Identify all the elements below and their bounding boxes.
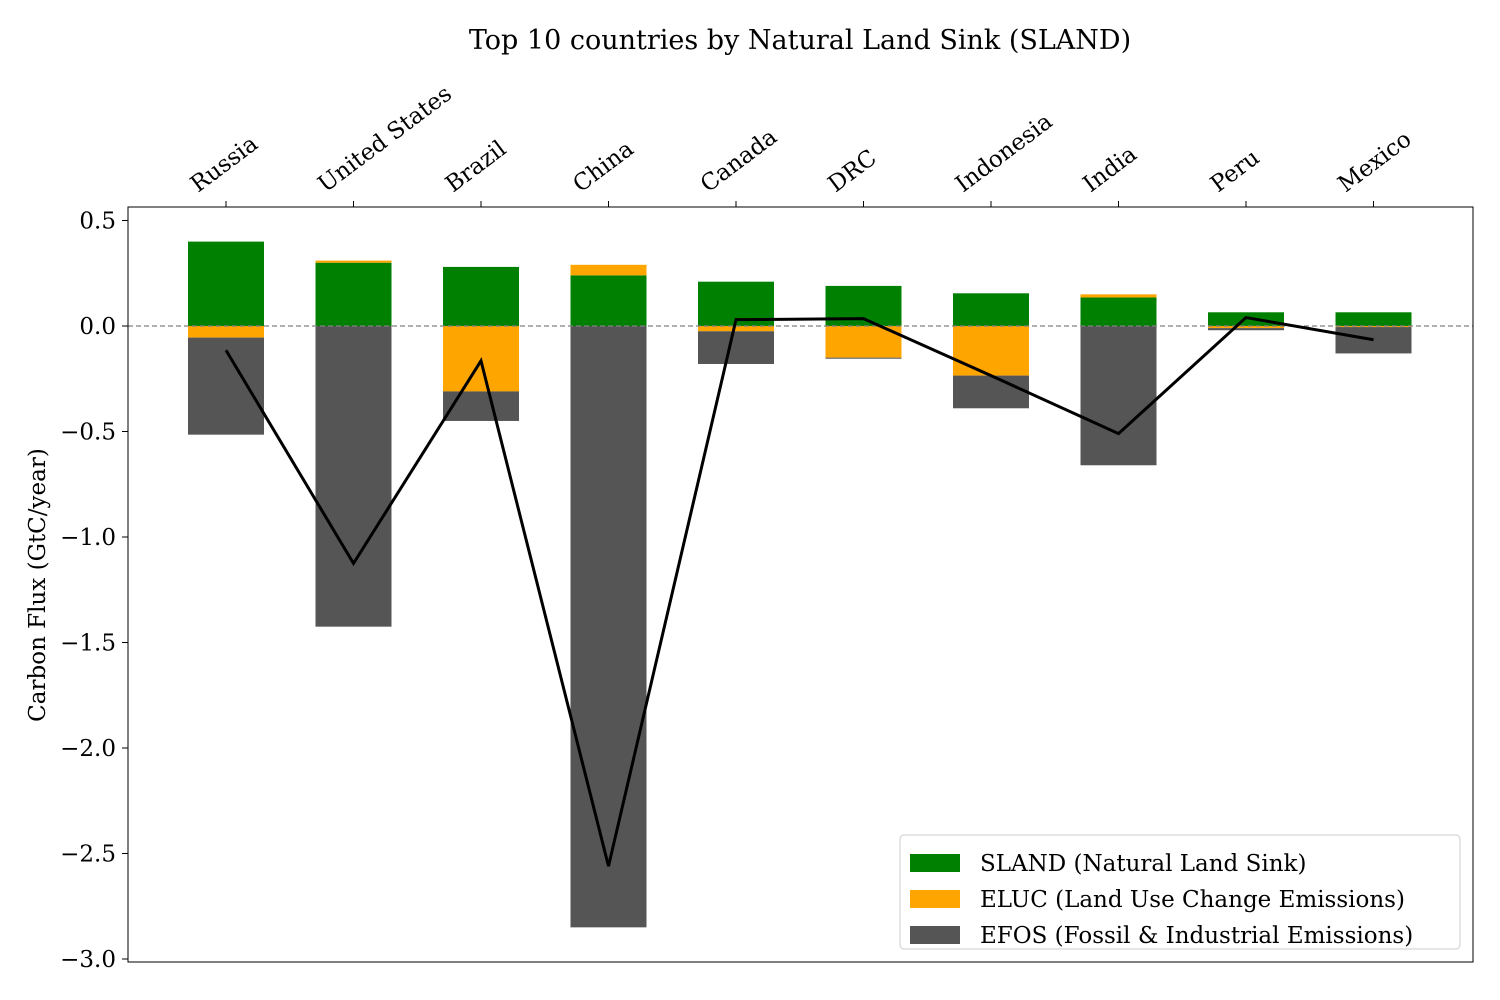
bar-sland-7 <box>1080 297 1157 326</box>
bar-eluc-4 <box>698 326 774 332</box>
y-tick-label: 0.0 <box>79 314 116 340</box>
bar-efos-5 <box>825 357 902 359</box>
y-tick-label: −2.0 <box>60 736 116 762</box>
x-tick-label: Indonesia <box>951 108 1058 197</box>
bar-sland-1 <box>315 262 392 326</box>
y-tick-label: −0.5 <box>60 420 116 446</box>
y-axis-label: Carbon Flux (GtC/year) <box>25 448 51 722</box>
bar-sland-0 <box>188 241 264 326</box>
bar-efos-9 <box>1335 327 1412 354</box>
x-tick-label: Mexico <box>1333 126 1416 197</box>
bar-sland-3 <box>570 275 647 326</box>
net-line <box>224 315 1374 867</box>
x-tick-label: Russia <box>186 131 263 198</box>
bar-eluc-9 <box>1335 326 1412 328</box>
y-tick-label: −1.0 <box>60 525 116 551</box>
bar-efos-8 <box>1208 328 1284 331</box>
legend-swatch-2 <box>910 926 960 944</box>
bar-efos-4 <box>698 331 774 364</box>
bar-efos-2 <box>443 391 519 421</box>
legend-box <box>899 834 1461 950</box>
bar-eluc-1 <box>315 260 392 263</box>
y-tick-label: −2.5 <box>60 842 116 868</box>
x-tick-label: Canada <box>696 124 782 198</box>
x-tick-label: United States <box>313 81 456 198</box>
legend-swatch-0 <box>910 854 960 872</box>
y-tick-label: −3.0 <box>60 947 116 973</box>
legend-label-0: SLAND (Natural Land Sink) <box>980 851 1306 877</box>
chart-title: Top 10 countries by Natural Land Sink (S… <box>469 25 1131 56</box>
bar-eluc-8 <box>1208 326 1284 329</box>
legend: SLAND (Natural Land Sink) ELUC (Land Use … <box>899 834 1461 950</box>
bar-efos-7 <box>1080 326 1157 466</box>
bar-efos-0 <box>188 337 264 435</box>
bar-eluc-6 <box>953 326 1029 376</box>
bar-efos-3 <box>570 326 647 928</box>
legend-label-1: ELUC (Land Use Change Emissions) <box>980 887 1405 913</box>
bar-sland-9 <box>1335 312 1412 326</box>
x-tick-label: DRC <box>823 145 881 198</box>
y-tick-label: −1.5 <box>60 631 116 657</box>
bar-eluc-0 <box>188 326 264 338</box>
bar-efos-1 <box>315 326 392 627</box>
x-tick-label: India <box>1078 141 1142 198</box>
y-tick-label: 0.5 <box>79 209 116 235</box>
legend-label-2: EFOS (Fossil & Industrial Emissions) <box>980 923 1413 949</box>
bar-sland-2 <box>443 266 519 326</box>
legend-swatch-1 <box>910 890 960 908</box>
bar-eluc-7 <box>1080 294 1157 298</box>
x-tick-label: China <box>568 136 638 198</box>
bar-sland-6 <box>953 293 1029 326</box>
x-tick-label: Brazil <box>441 136 511 198</box>
x-tick-label: Peru <box>1206 145 1265 198</box>
axes-frame <box>127 206 1474 963</box>
bar-eluc-3 <box>570 264 647 276</box>
bar-efos-6 <box>953 375 1029 409</box>
